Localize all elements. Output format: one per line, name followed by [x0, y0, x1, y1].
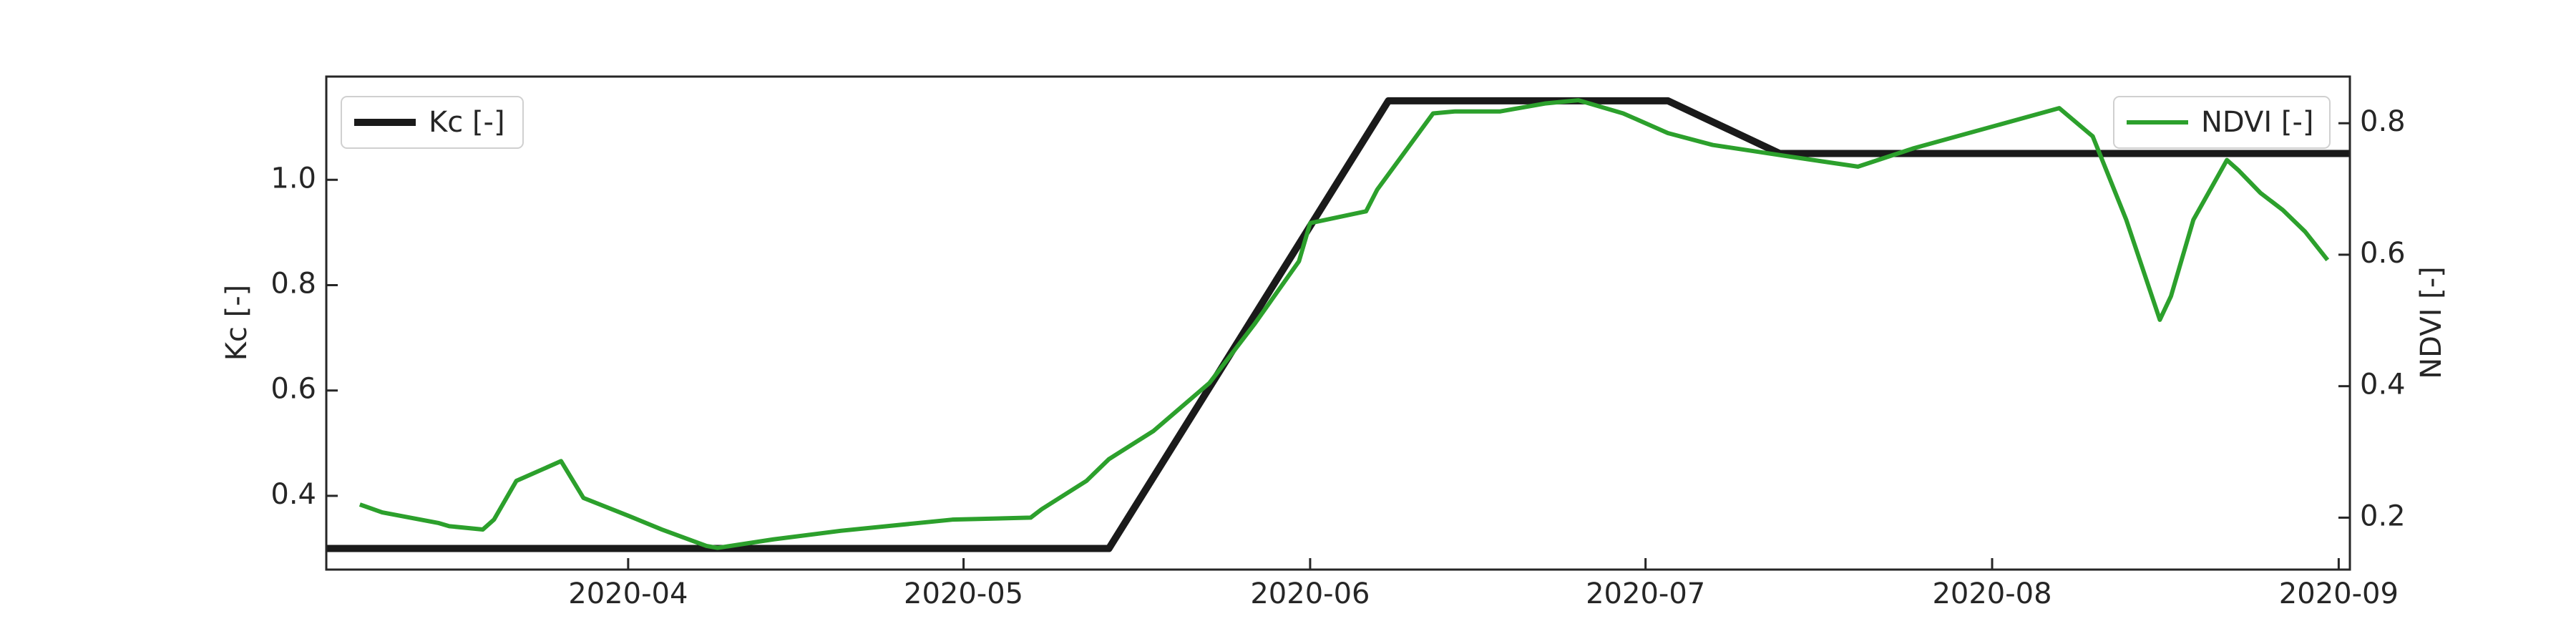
y-axis-label: Kc [-] [220, 285, 253, 361]
x-tick-label: 2020-04 [568, 577, 688, 610]
y2-axis-label: NDVI [-] [2415, 266, 2448, 379]
y2-tick-label: 0.8 [2360, 105, 2406, 138]
legend-box [2113, 96, 2331, 149]
y-tick-label: 0.6 [270, 373, 316, 406]
x-tick-label: 2020-06 [1250, 577, 1370, 610]
legend-box [341, 96, 524, 149]
series-line [358, 98, 2330, 550]
x-tick-label: 2020-07 [1586, 577, 1705, 610]
x-tick-label: 2020-09 [2279, 577, 2399, 610]
x-tick-label: 2020-05 [904, 577, 1023, 610]
legend-label: Kc [-] [429, 106, 505, 139]
y-tick-label: 0.4 [270, 478, 316, 511]
y-tick-label: 1.0 [270, 162, 316, 195]
y-tick-label: 0.8 [270, 268, 316, 301]
y2-tick-label: 0.2 [2360, 499, 2406, 532]
y2-tick-label: 0.6 [2360, 237, 2406, 270]
plot-frame [325, 75, 2351, 571]
x-tick-label: 2020-08 [1932, 577, 2051, 610]
legend-label: NDVI [-] [2201, 106, 2314, 139]
y2-tick-label: 0.4 [2360, 369, 2406, 401]
series-line [326, 97, 2350, 552]
